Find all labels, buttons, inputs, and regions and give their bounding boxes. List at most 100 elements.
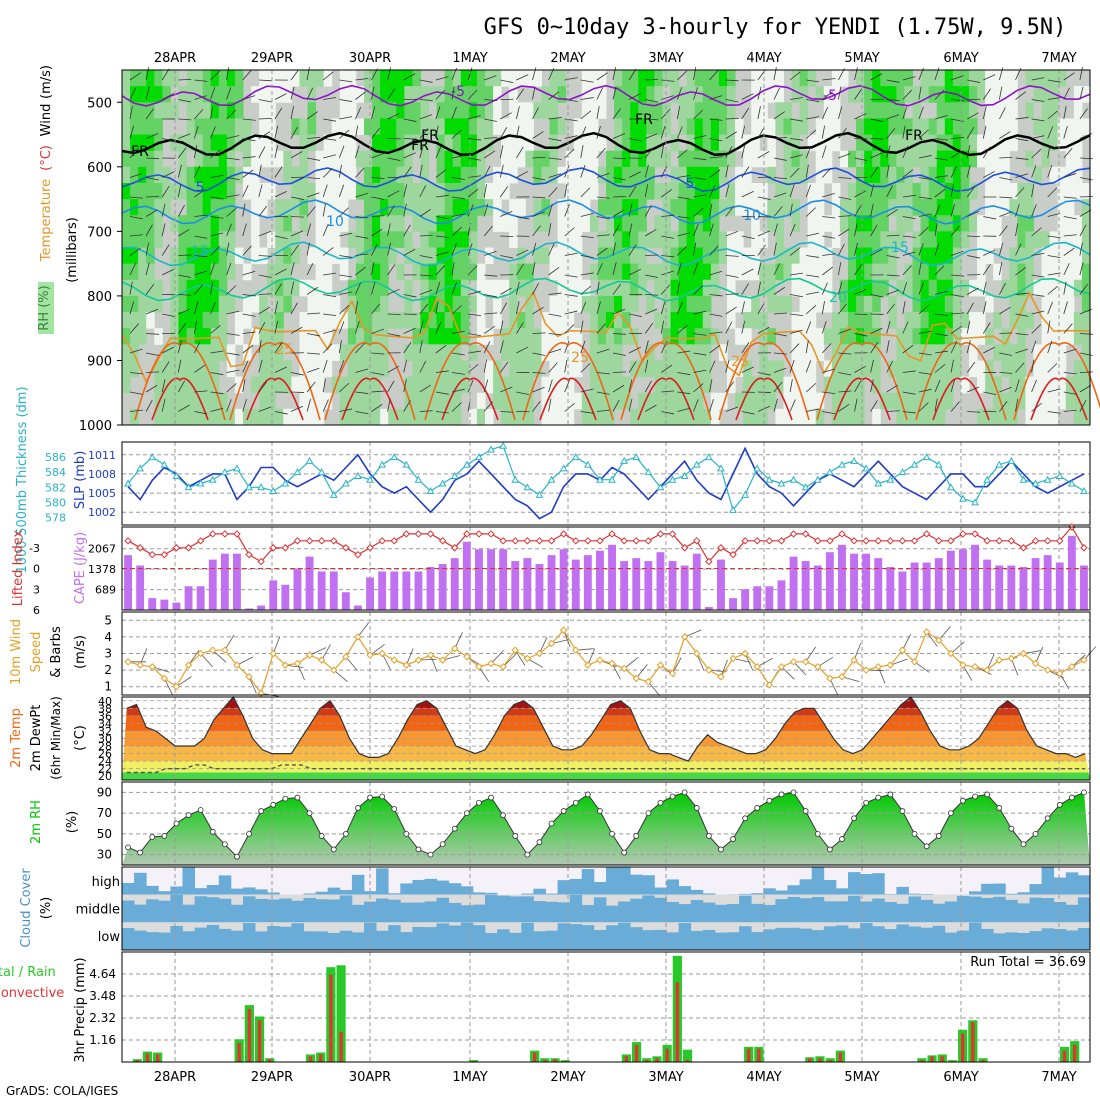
rh-cell xyxy=(654,263,663,281)
thickness-point xyxy=(450,471,459,479)
rh-cell xyxy=(727,86,736,103)
rh-point xyxy=(536,839,543,846)
wind-barb xyxy=(194,364,206,373)
rh-cell xyxy=(710,118,720,136)
isotherm-line xyxy=(121,167,1091,193)
rh-cell xyxy=(1017,231,1026,248)
wind-barb xyxy=(902,633,912,651)
wind-barb xyxy=(1015,292,1029,295)
rh-cell xyxy=(686,263,696,281)
cloud-cell xyxy=(206,885,220,895)
rh-cell xyxy=(1049,263,1059,281)
rh-cell xyxy=(920,408,930,426)
rh-cell xyxy=(202,263,212,281)
wind-barb xyxy=(178,78,192,81)
cloud-cell xyxy=(436,923,450,950)
rh-cell xyxy=(912,182,922,200)
wind-barb xyxy=(596,234,610,237)
rh-cell xyxy=(638,182,647,200)
wind-barb xyxy=(323,272,337,276)
rh-cell xyxy=(364,408,373,426)
cloud-cell xyxy=(315,931,329,950)
rh-cell xyxy=(646,86,655,103)
thickness-point xyxy=(983,475,991,483)
rh-cell xyxy=(347,344,357,361)
cape-bar xyxy=(354,605,362,610)
rh-cell xyxy=(702,199,712,216)
isotherm-label: -5 xyxy=(451,84,465,100)
rh-cell xyxy=(735,263,744,281)
rh-cell xyxy=(549,247,559,265)
rh-cell xyxy=(573,392,583,410)
lifted-point xyxy=(426,530,435,538)
rh-cell xyxy=(799,295,809,313)
wind-barb xyxy=(725,184,730,198)
rh-point xyxy=(972,793,978,800)
rh-cell xyxy=(864,199,873,216)
rh-cell xyxy=(1041,279,1051,297)
rh-cell xyxy=(331,134,341,152)
rh-cell xyxy=(565,408,575,426)
wind-barb xyxy=(1031,379,1037,393)
rh-cell xyxy=(122,118,131,136)
rh-cell xyxy=(299,392,309,410)
rh-cell xyxy=(630,150,639,168)
wind-barb xyxy=(580,235,594,239)
rh-cell xyxy=(138,328,147,345)
wind-barb xyxy=(451,129,462,139)
rh-cell xyxy=(614,263,623,281)
rh-cell xyxy=(606,376,615,394)
wind-barb xyxy=(1015,333,1029,336)
rh-cell xyxy=(670,312,680,329)
rh-cell xyxy=(952,150,962,168)
wind-barb xyxy=(918,226,929,237)
rh-cell xyxy=(654,134,663,152)
rh-cell xyxy=(872,247,881,265)
wind-barb xyxy=(661,364,673,373)
rh-cell xyxy=(1033,231,1043,248)
wind-barb xyxy=(744,653,753,671)
rh-cell xyxy=(896,118,905,136)
wind-barb xyxy=(709,270,723,276)
rh-cell xyxy=(799,408,809,426)
rh-cell xyxy=(622,215,631,232)
rh-cell xyxy=(476,182,486,200)
rh-cell xyxy=(751,86,760,103)
wind-barb xyxy=(934,398,938,412)
wind-barb xyxy=(435,344,447,354)
wind-barb xyxy=(709,398,714,412)
lifted-point xyxy=(680,544,689,552)
rh-cell xyxy=(969,118,978,136)
wind-speed-point xyxy=(342,653,350,661)
rh-cell xyxy=(944,166,954,184)
thickness-point xyxy=(1068,479,1076,487)
rh-cell xyxy=(960,376,970,394)
cloud-cell xyxy=(533,901,546,923)
rh-cell xyxy=(1009,279,1018,297)
wind-barb xyxy=(934,188,946,198)
cape-bar xyxy=(136,565,145,610)
wind-barb xyxy=(902,106,908,120)
rh-cell xyxy=(202,215,212,232)
rh-cell xyxy=(751,199,760,216)
rh-cell xyxy=(1081,247,1091,265)
rh-cell xyxy=(920,166,930,184)
wind-barb xyxy=(709,379,713,393)
rh-cell xyxy=(573,134,583,152)
thickness-point xyxy=(172,471,181,479)
rh-cell xyxy=(436,134,446,152)
rh-cell xyxy=(573,295,583,313)
rh-cell xyxy=(799,360,809,378)
rh-cell xyxy=(364,118,373,136)
wind-speed-point xyxy=(451,644,459,653)
cloud-cell xyxy=(969,896,982,923)
wind-barb xyxy=(129,348,143,354)
rh-cell xyxy=(1065,150,1075,168)
wind-barb xyxy=(145,399,153,412)
rh-cell xyxy=(444,231,454,248)
rh-cell xyxy=(420,199,430,216)
rh-cell xyxy=(662,295,672,313)
rh-cell xyxy=(557,70,567,87)
rh-cell xyxy=(218,408,228,426)
wind-barb xyxy=(499,340,504,354)
